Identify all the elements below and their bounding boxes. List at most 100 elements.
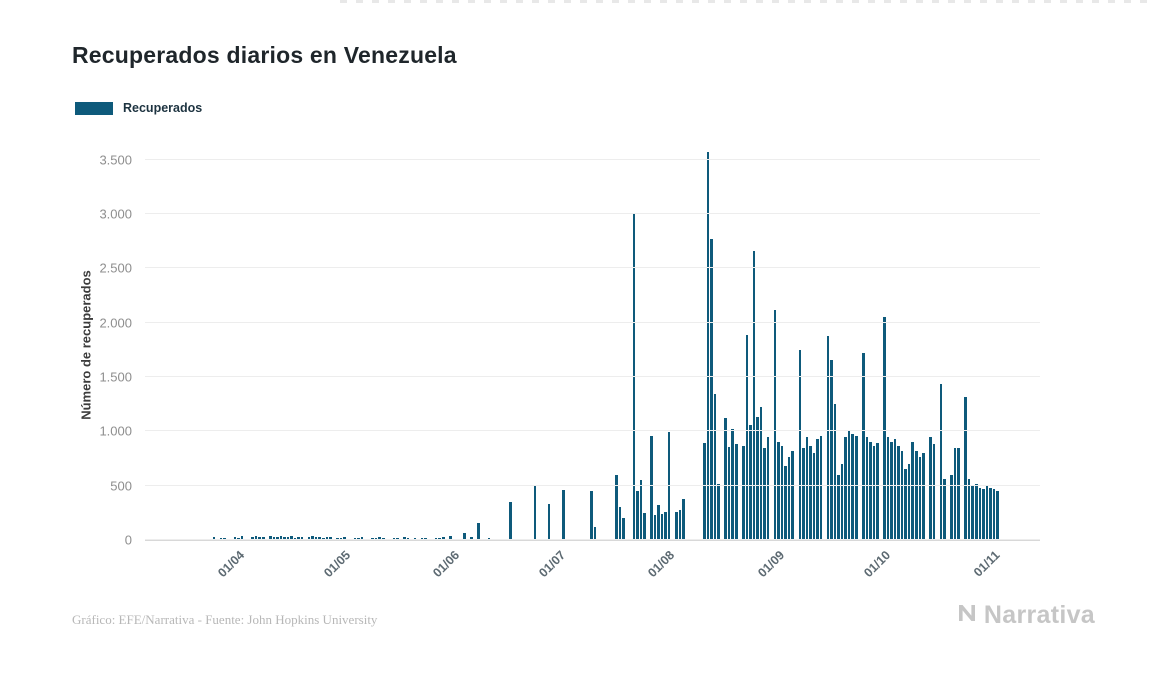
bar[interactable] (907, 463, 911, 540)
bar[interactable] (293, 537, 297, 540)
bar[interactable] (876, 443, 879, 540)
bar[interactable] (223, 537, 226, 540)
bar[interactable] (682, 498, 685, 540)
bar[interactable] (844, 436, 847, 540)
bar[interactable] (798, 349, 802, 540)
bar[interactable] (590, 491, 593, 540)
bar[interactable] (237, 537, 240, 540)
bar[interactable] (865, 436, 869, 540)
bar[interactable] (703, 443, 706, 540)
bar[interactable] (816, 438, 819, 540)
bar[interactable] (674, 511, 678, 540)
bar[interactable] (311, 536, 314, 540)
bar[interactable] (847, 431, 851, 540)
bar[interactable] (614, 474, 618, 540)
bar[interactable] (233, 537, 237, 540)
bar[interactable] (886, 436, 890, 540)
bar[interactable] (939, 383, 943, 540)
bar[interactable] (872, 445, 876, 540)
bar[interactable] (840, 463, 844, 540)
bar[interactable] (805, 436, 809, 540)
bar[interactable] (756, 417, 759, 540)
bar[interactable] (272, 536, 276, 540)
bar[interactable] (258, 536, 261, 540)
bar[interactable] (653, 515, 657, 540)
bar[interactable] (953, 447, 957, 540)
bar[interactable] (374, 537, 378, 540)
bar[interactable] (463, 533, 466, 540)
bar[interactable] (911, 442, 915, 540)
bar[interactable] (343, 537, 346, 540)
bar[interactable] (678, 509, 682, 540)
bar[interactable] (650, 435, 653, 540)
bar[interactable] (851, 433, 854, 540)
bar[interactable] (982, 488, 985, 540)
bar[interactable] (329, 537, 332, 540)
bar[interactable] (212, 537, 216, 540)
bar[interactable] (742, 445, 745, 540)
bar[interactable] (378, 537, 381, 540)
bar[interactable] (787, 457, 791, 540)
bar[interactable] (855, 435, 858, 540)
bar[interactable] (749, 424, 752, 540)
bar[interactable] (664, 511, 667, 540)
bar[interactable] (643, 512, 646, 540)
bar[interactable] (449, 535, 452, 540)
bar[interactable] (533, 485, 537, 540)
bar[interactable] (996, 491, 999, 540)
bar[interactable] (286, 537, 290, 540)
bar[interactable] (833, 404, 837, 540)
bar[interactable] (290, 536, 293, 540)
bar[interactable] (300, 536, 304, 540)
bar[interactable] (971, 485, 975, 540)
bar[interactable] (618, 507, 622, 540)
bar[interactable] (325, 536, 329, 540)
bar[interactable] (279, 535, 283, 540)
bar[interactable] (759, 407, 763, 540)
bar[interactable] (297, 537, 300, 540)
bar[interactable] (727, 446, 731, 540)
bar[interactable] (406, 537, 410, 540)
chart-legend[interactable]: Recuperados (75, 101, 202, 115)
bar[interactable] (780, 445, 784, 540)
bar[interactable] (918, 457, 922, 540)
bar[interactable] (660, 513, 664, 540)
bar[interactable] (251, 537, 254, 540)
bar[interactable] (809, 445, 812, 540)
bar[interactable] (950, 474, 953, 540)
bar[interactable] (773, 309, 777, 540)
bar[interactable] (731, 429, 734, 540)
bar[interactable] (717, 483, 720, 540)
bar[interactable] (667, 432, 671, 540)
bar[interactable] (240, 536, 244, 540)
bar[interactable] (639, 480, 643, 540)
bar[interactable] (837, 474, 840, 540)
bar[interactable] (869, 442, 872, 540)
bar[interactable] (766, 436, 770, 540)
bar[interactable] (314, 536, 318, 540)
bar[interactable] (307, 537, 311, 540)
bar[interactable] (477, 522, 480, 540)
bar[interactable] (897, 445, 900, 540)
bar[interactable] (862, 353, 865, 540)
bar[interactable] (745, 334, 749, 540)
bar[interactable] (360, 537, 364, 540)
bar[interactable] (967, 479, 971, 540)
bar[interactable] (985, 485, 989, 540)
bar[interactable] (763, 447, 766, 540)
bar[interactable] (392, 537, 396, 540)
bar[interactable] (992, 488, 996, 540)
bar[interactable] (321, 537, 325, 540)
bar[interactable] (336, 537, 339, 540)
bar[interactable] (734, 444, 738, 540)
bar[interactable] (802, 447, 805, 540)
bar[interactable] (922, 453, 925, 540)
bar[interactable] (964, 396, 967, 540)
bar[interactable] (929, 436, 932, 540)
bar[interactable] (261, 537, 265, 540)
bar[interactable] (989, 487, 992, 540)
bar[interactable] (752, 251, 756, 540)
bar[interactable] (932, 444, 936, 540)
bar[interactable] (622, 518, 625, 540)
bar[interactable] (593, 526, 597, 540)
